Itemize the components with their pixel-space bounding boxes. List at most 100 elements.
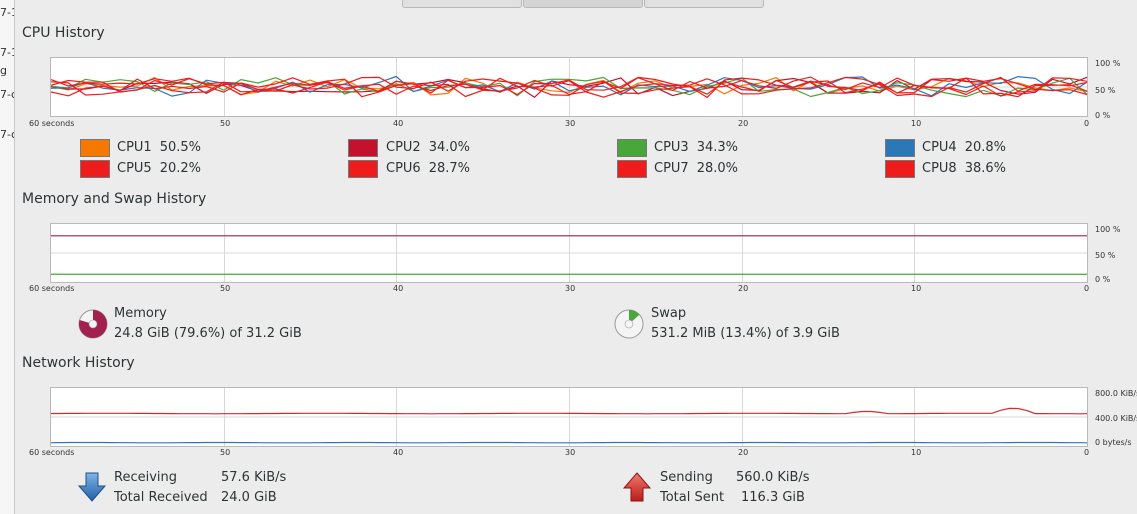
background-text: 7-1 (0, 46, 14, 59)
background-text: g (0, 64, 7, 77)
network-x-tick: 40 (393, 448, 404, 457)
cpu6-color-button[interactable] (348, 160, 378, 178)
network-history-title: Network History (22, 355, 135, 371)
network-x-tick: 0 (1084, 448, 1090, 457)
memory-x-tick: 0 (1084, 284, 1090, 293)
cpu-x-tick: 40 (393, 119, 404, 128)
cpu-y-tick: 100 % (1095, 59, 1121, 68)
cpu8-legend: CPU8 38.6% (922, 161, 1006, 176)
cpu-label: CPU7 (654, 161, 689, 176)
receiving-arrow-icon (77, 472, 107, 502)
pie-center (88, 319, 98, 329)
total-sent-label: Total Sent (660, 490, 725, 505)
cpu-value: 38.6% (964, 161, 1007, 176)
cpu-y-tick: 50 % (1095, 86, 1116, 95)
tab-processes[interactable] (402, 0, 522, 8)
cpu-label: CPU1 (117, 140, 152, 155)
cpu3-legend: CPU3 34.3% (654, 140, 738, 155)
cpu-x-tick: 0 (1084, 119, 1090, 128)
cpu-label: CPU2 (386, 140, 421, 155)
pie-slice (629, 310, 640, 324)
total-received-value: 24.0 GiB (221, 490, 277, 505)
total-received-label: Total Received (114, 490, 208, 505)
cpu7-color-button[interactable] (617, 160, 647, 178)
memory-history-plot (51, 224, 1087, 282)
memory-history-title: Memory and Swap History (22, 191, 207, 207)
cpu-value: 28.7% (428, 161, 471, 176)
memory-x-tick: 40 (393, 284, 404, 293)
network-history-plot (51, 388, 1087, 446)
cpu2-color-button[interactable] (348, 139, 378, 157)
memory-x-tick: 60 seconds (29, 284, 75, 293)
cpu-y-tick: 0 % (1095, 111, 1111, 120)
cpu-label: CPU4 (922, 140, 957, 155)
memory-y-tick: 100 % (1095, 225, 1121, 234)
memory-x-tick: 50 (220, 284, 231, 293)
background-text: 7-o (0, 128, 14, 141)
background-text: 7-1 (0, 6, 14, 19)
receiving-label: Receiving (114, 470, 178, 485)
cpu-value: 20.2% (159, 161, 202, 176)
network-y-tick: 400.0 KiB/s (1095, 414, 1137, 423)
cpu7-legend: CPU7 28.0% (654, 161, 738, 176)
cpu4-color-button[interactable] (885, 139, 915, 157)
cpu-value: 50.5% (159, 140, 202, 155)
network-x-tick: 30 (565, 448, 576, 457)
memory-y-tick: 0 % (1095, 275, 1111, 284)
swap-usage-pie-icon[interactable] (613, 308, 645, 340)
memory-label: Memory (114, 306, 167, 321)
tab-file-systems[interactable] (644, 0, 764, 8)
network-history-graph (50, 387, 1088, 447)
cpu2-legend: CPU2 34.0% (386, 140, 470, 155)
cpu-trace-6 (51, 76, 1087, 96)
sending-label: Sending (660, 470, 713, 485)
cpu-x-tick: 20 (738, 119, 749, 128)
memory-x-tick: 20 (738, 284, 749, 293)
cpu-history-title: CPU History (22, 25, 105, 41)
cpu-x-tick: 60 seconds (29, 119, 75, 128)
pie-center (624, 319, 634, 329)
memory-detail: 24.8 GiB (79.6%) of 31.2 GiB (114, 326, 302, 341)
cpu-value: 28.0% (696, 161, 739, 176)
memory-history-graph (50, 223, 1088, 283)
memory-x-tick: 10 (911, 284, 922, 293)
cpu-label: CPU3 (654, 140, 689, 155)
cpu1-legend: CPU1 50.5% (117, 140, 201, 155)
background-window-strip: 7-1 7-1 g 7-c 7-o (0, 0, 15, 514)
memory-y-tick: 50 % (1095, 251, 1116, 260)
view-switcher (402, 0, 766, 9)
cpu5-legend: CPU5 20.2% (117, 161, 201, 176)
memory-usage-pie-icon[interactable] (77, 308, 109, 340)
cpu-value: 20.8% (964, 140, 1007, 155)
network-y-tick: 800.0 KiB/s (1095, 389, 1137, 398)
network-y-tick: 0 bytes/s (1095, 438, 1132, 447)
cpu3-color-button[interactable] (617, 139, 647, 157)
cpu6-legend: CPU6 28.7% (386, 161, 470, 176)
cpu-x-tick: 30 (565, 119, 576, 128)
cpu-x-tick: 50 (220, 119, 231, 128)
cpu5-color-button[interactable] (80, 160, 110, 178)
cpu-trace-4 (51, 75, 1087, 97)
cpu-label: CPU8 (922, 161, 957, 176)
cpu8-color-button[interactable] (885, 160, 915, 178)
tab-resources[interactable] (523, 0, 643, 8)
memory-x-tick: 30 (565, 284, 576, 293)
network-x-tick: 10 (911, 448, 922, 457)
cpu-label: CPU6 (386, 161, 421, 176)
cpu-value: 34.0% (428, 140, 471, 155)
network-x-tick: 20 (738, 448, 749, 457)
cpu4-legend: CPU4 20.8% (922, 140, 1006, 155)
sending-trace (51, 407, 1087, 415)
cpu-history-plot (51, 58, 1087, 116)
cpu1-color-button[interactable] (80, 139, 110, 157)
sending-rate: 560.0 KiB/s (736, 470, 810, 485)
receiving-rate: 57.6 KiB/s (221, 470, 287, 485)
cpu-value: 34.3% (696, 140, 739, 155)
network-x-tick: 60 seconds (29, 448, 75, 457)
cpu-label: CPU5 (117, 161, 152, 176)
swap-detail: 531.2 MiB (13.4%) of 3.9 GiB (651, 326, 840, 341)
cpu-trace-8 (51, 76, 1087, 98)
swap-label: Swap (651, 306, 687, 321)
network-x-tick: 50 (220, 448, 231, 457)
background-text: 7-c (0, 88, 14, 101)
